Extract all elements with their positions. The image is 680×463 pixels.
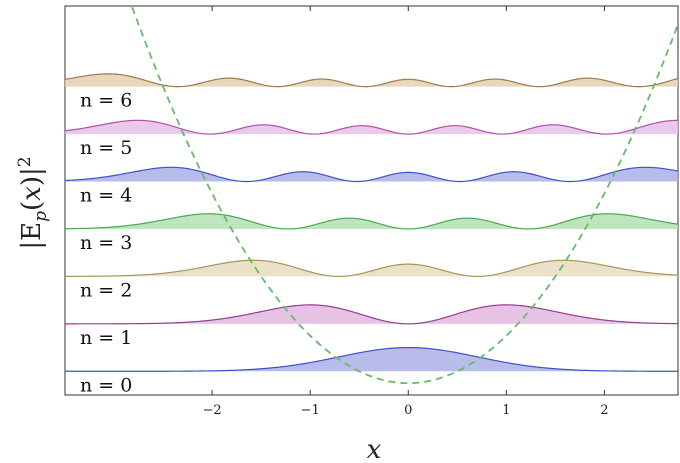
density-fill-n1 [65, 304, 678, 324]
level-label-n3: n = 3 [80, 232, 132, 254]
y-axis-label: |Ep(x)|2 [15, 156, 51, 249]
density-curve-n5 [64, 119, 679, 135]
density-curve-n6 [64, 73, 679, 88]
density-curve-n0 [65, 346, 678, 372]
x-tick-label: −2 [203, 403, 222, 418]
density-curve-n2 [65, 259, 679, 278]
level-label-n6: n = 6 [80, 90, 132, 112]
density-fill-n3 [65, 213, 678, 229]
level-label-n0: n = 0 [80, 374, 132, 396]
level-labels: n = 0 n = 1 n = 2 n = 3 n = 4 n = 5 n = 6 [80, 90, 132, 397]
level-label-n2: n = 2 [80, 279, 132, 301]
x-tick-label: 2 [600, 403, 608, 418]
series-layer [64, 73, 679, 372]
density-fill-n0 [65, 347, 678, 372]
x-tick-label: −1 [301, 403, 320, 418]
density-curve-n1 [65, 304, 679, 325]
x-tick-label: 1 [502, 403, 510, 418]
density-curve-n4 [64, 166, 679, 183]
potential-layer [130, 6, 678, 385]
plot-frame [64, 5, 679, 396]
potential-curve [130, 6, 678, 385]
density-fill-n4 [65, 167, 678, 182]
x-axis-label: x [367, 435, 382, 463]
level-label-n1: n = 1 [80, 327, 132, 349]
density-curve-n3 [64, 213, 679, 230]
x-tick-label: 0 [404, 403, 412, 418]
level-label-n4: n = 4 [80, 185, 132, 207]
density-fill-n6 [65, 73, 678, 87]
plot-area [64, 5, 679, 396]
x-axis-ticks: −2 −1 0 1 2 [203, 6, 609, 418]
level-label-n5: n = 5 [80, 137, 132, 159]
